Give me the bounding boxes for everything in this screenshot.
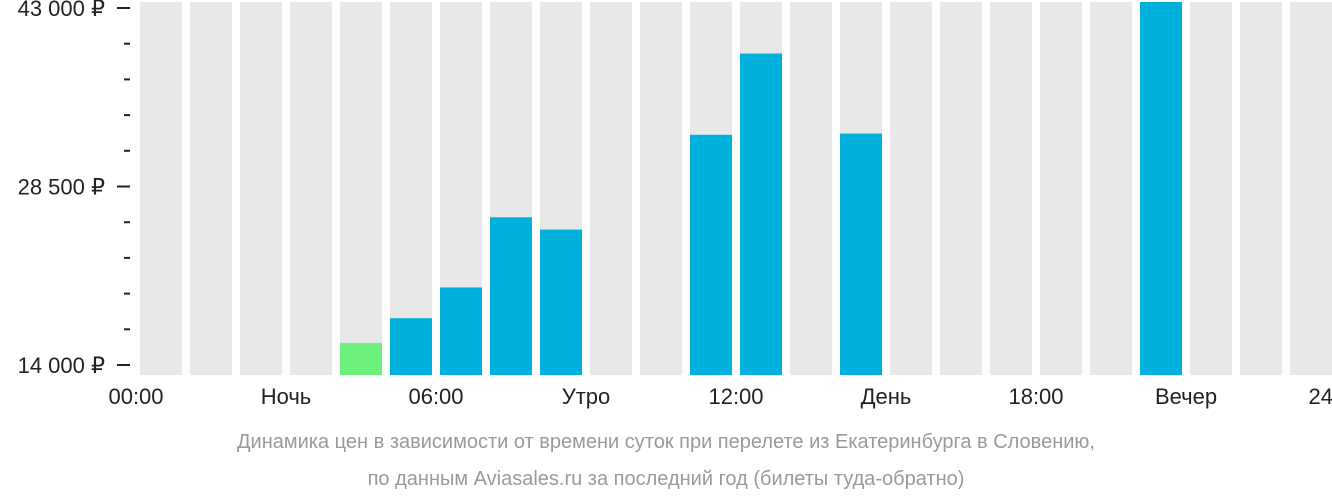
bar-1400[interactable] <box>840 133 882 375</box>
x-tick-label: 00:00 <box>108 384 163 409</box>
background-column-2100 <box>1190 2 1232 375</box>
x-tick-label: 12:00 <box>708 384 763 409</box>
background-column-2300 <box>1290 2 1332 375</box>
background-column-0900 <box>590 2 632 375</box>
background-column-0400 <box>340 2 382 375</box>
bar-0400[interactable] <box>340 342 382 375</box>
price-bars <box>340 2 1182 375</box>
background-column-0200 <box>240 2 282 375</box>
x-tick-label: Ночь <box>261 384 312 409</box>
bar-2000[interactable] <box>1140 2 1182 375</box>
chart-caption-line-1: Динамика цен в зависимости от времени су… <box>237 431 1095 453</box>
background-column-0100 <box>190 2 232 375</box>
x-tick-label: 06:00 <box>408 384 463 409</box>
y-tick-label: 28 500 ₽ <box>18 175 105 200</box>
price-by-time-chart: 14 000 ₽ 28 500 ₽ 43 000 ₽ 00:00 Ночь 06:00 У… <box>18 0 1332 409</box>
bar-1100[interactable] <box>690 134 732 375</box>
bar-0600[interactable] <box>440 287 482 375</box>
background-column-1500 <box>890 2 932 375</box>
bar-0800[interactable] <box>540 229 582 375</box>
background-column-0500 <box>390 2 432 375</box>
x-tick-label: 18:00 <box>1008 384 1063 409</box>
bar-0500[interactable] <box>390 318 432 375</box>
y-tick-label: 14 000 ₽ <box>18 353 105 378</box>
x-tick-label: Утро <box>562 384 611 409</box>
y-axis: 14 000 ₽ 28 500 ₽ 43 000 ₽ <box>18 0 130 378</box>
background-column-1700 <box>990 2 1032 375</box>
background-column-0000 <box>140 2 182 375</box>
x-tick-label: 24:00 <box>1308 384 1332 409</box>
bar-1200[interactable] <box>740 53 782 375</box>
x-tick-label: День <box>861 384 912 409</box>
background-column-0300 <box>290 2 332 375</box>
y-tick-label: 43 000 ₽ <box>18 0 105 21</box>
x-axis: 00:00 Ночь 06:00 Утро 12:00 День 18:00 Вечер 24:… <box>108 384 1332 409</box>
bar-0700[interactable] <box>490 217 532 375</box>
background-column-1300 <box>790 2 832 375</box>
background-column-2200 <box>1240 2 1282 375</box>
background-column-1900 <box>1090 2 1132 375</box>
background-column-1800 <box>1040 2 1082 375</box>
background-column-1000 <box>640 2 682 375</box>
x-tick-label: Вечер <box>1155 384 1217 409</box>
chart-caption-line-2: по данным Aviasales.ru за последний год … <box>367 468 965 490</box>
background-column-1600 <box>940 2 982 375</box>
